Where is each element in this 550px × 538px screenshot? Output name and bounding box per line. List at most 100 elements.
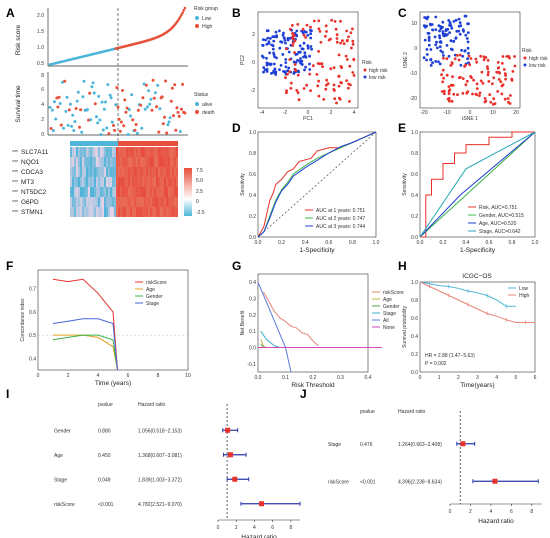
heatmap-cell bbox=[132, 157, 134, 167]
pca-point-low bbox=[286, 37, 290, 40]
heatmap-cell bbox=[108, 167, 110, 177]
survival-point bbox=[71, 113, 75, 117]
heatmap-cell bbox=[108, 197, 110, 207]
y-tick-label: 0.4 bbox=[411, 334, 418, 340]
survival-point bbox=[48, 105, 52, 109]
heatmap-cell bbox=[84, 207, 86, 217]
heatmap-cell bbox=[96, 157, 98, 167]
pca-point-high bbox=[302, 87, 306, 90]
risk-score-point bbox=[177, 17, 181, 21]
pca-point-low bbox=[265, 63, 269, 67]
heatmap-cell bbox=[104, 187, 106, 197]
heatmap-cell bbox=[80, 167, 82, 177]
heatmap-cell bbox=[128, 177, 130, 187]
heatmap-cell bbox=[84, 167, 86, 177]
series-line-riskscore bbox=[263, 291, 319, 347]
heatmap-cell bbox=[70, 207, 72, 217]
tsne-point-low bbox=[441, 30, 445, 33]
heatmap-cell bbox=[104, 167, 106, 177]
tsne-point-high bbox=[464, 83, 468, 87]
forest-row-label: Gender bbox=[54, 428, 71, 434]
heatmap-cell bbox=[164, 207, 166, 217]
pca-point-high bbox=[347, 86, 350, 90]
survival-point bbox=[149, 97, 153, 101]
survival-point bbox=[174, 128, 178, 132]
tsne-point-high bbox=[496, 90, 500, 93]
forest-x-tick: 6 bbox=[510, 509, 513, 515]
heatmap-cell bbox=[164, 177, 166, 187]
x-axis-label: 1-Specificity bbox=[460, 247, 496, 254]
plot-frame bbox=[257, 131, 377, 238]
heatmap-cell bbox=[104, 157, 106, 167]
legend-low: Low bbox=[202, 16, 212, 22]
tsne-point-low bbox=[448, 31, 451, 34]
tsne-point-high bbox=[474, 92, 478, 96]
series-line-age bbox=[53, 334, 118, 371]
heatmap-cell bbox=[90, 207, 92, 217]
survival-point bbox=[141, 96, 145, 100]
heatmap-cell bbox=[74, 207, 76, 217]
tsne-point-high bbox=[498, 71, 501, 75]
tsne-point-low bbox=[459, 63, 463, 67]
heatmap-cell bbox=[92, 157, 94, 167]
tsne-point-high bbox=[443, 92, 446, 96]
tsne-point-high bbox=[479, 54, 483, 58]
heatmap-cell bbox=[130, 157, 132, 167]
heatmap-cell bbox=[96, 147, 98, 157]
heatmap-cell bbox=[102, 197, 104, 207]
survival-point bbox=[129, 114, 132, 118]
pca-point-low bbox=[284, 61, 288, 64]
heatmap-cell bbox=[172, 187, 174, 197]
heatmap-cell bbox=[156, 167, 158, 177]
heatmap-cell bbox=[162, 157, 164, 167]
heatmap-cell bbox=[102, 167, 104, 177]
tsne-point-low bbox=[423, 16, 426, 19]
y-tick-label: 0.4 bbox=[29, 356, 36, 362]
survival-point bbox=[158, 107, 162, 111]
tsne-point-low bbox=[445, 44, 449, 47]
survival-point bbox=[147, 89, 151, 93]
x-tick-label: 0.2 bbox=[310, 375, 317, 381]
heatmap-cell bbox=[80, 177, 82, 187]
heatmap-cell bbox=[140, 167, 142, 177]
pca-point-high bbox=[286, 72, 289, 76]
heatmap-cell bbox=[84, 157, 86, 167]
heatmap-cell bbox=[80, 157, 82, 167]
pca-point-high bbox=[332, 88, 336, 91]
tsne-point-high bbox=[479, 79, 483, 83]
pca-point-low bbox=[266, 36, 270, 40]
legend-high: High bbox=[202, 24, 213, 30]
heatmap-cell bbox=[152, 157, 154, 167]
pca-point-low bbox=[271, 47, 275, 51]
tsne-point-low bbox=[467, 22, 470, 26]
pca-point-low bbox=[298, 44, 302, 48]
heatmap-cell bbox=[166, 157, 168, 167]
heatmap-cell bbox=[100, 197, 102, 207]
pca-point-high bbox=[292, 34, 296, 37]
pca-point-low bbox=[308, 54, 311, 58]
series-line-age bbox=[419, 131, 536, 238]
heatmap-cell bbox=[120, 207, 122, 217]
pca-point-low bbox=[262, 70, 265, 74]
heatmap-cell bbox=[106, 187, 108, 197]
pca-point-low bbox=[279, 40, 282, 43]
heatmap-cell bbox=[154, 207, 156, 217]
heatmap-cell bbox=[130, 197, 132, 207]
survival-point bbox=[151, 78, 155, 82]
forest-pvalue: 0.880 bbox=[98, 428, 111, 434]
pca-point-low bbox=[297, 50, 301, 54]
heatmap-cell bbox=[146, 157, 148, 167]
heatmap-cell bbox=[172, 207, 174, 217]
heatmap-cell bbox=[98, 167, 100, 177]
heatmap-cell bbox=[78, 167, 80, 177]
heatmap-cell bbox=[146, 187, 148, 197]
survival-point bbox=[98, 118, 102, 122]
y-tick-label: 1.0 bbox=[411, 130, 418, 136]
tsne-point-high bbox=[450, 62, 454, 66]
heatmap-cell bbox=[124, 197, 126, 207]
pca-point-low bbox=[275, 35, 278, 39]
forest-row-label: riskScore bbox=[328, 479, 349, 485]
pca-point-low bbox=[295, 29, 299, 33]
tsne-point-high bbox=[496, 61, 500, 64]
forest-hr-text: 4.396(2.238−8.634) bbox=[398, 479, 442, 485]
